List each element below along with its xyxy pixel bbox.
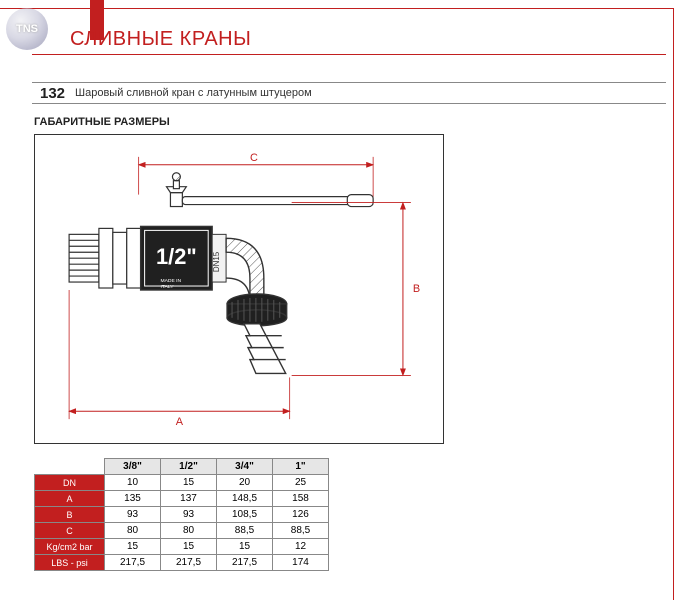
valve-diagram-svg: C 1/2" MADE <box>35 135 443 443</box>
product-description: Шаровый сливной кран с латунным штуцером <box>75 87 312 99</box>
table-header-row: 3/8" 1/2" 3/4" 1" <box>35 459 329 475</box>
cell: 15 <box>217 539 273 555</box>
cell: 80 <box>105 523 161 539</box>
cell: 93 <box>161 507 217 523</box>
title-rule <box>32 54 666 55</box>
svg-text:ITALY: ITALY <box>161 284 175 290</box>
table-row: C 80 80 88,5 88,5 <box>35 523 329 539</box>
cell: 217,5 <box>161 555 217 571</box>
cell: 137 <box>161 491 217 507</box>
table-row: Kg/cm2 bar 15 15 15 12 <box>35 539 329 555</box>
cell: 217,5 <box>105 555 161 571</box>
dimensions-title: ГАБАРИТНЫЕ РАЗМЕРЫ <box>34 116 170 128</box>
col-header: 3/8" <box>105 459 161 475</box>
brand-logo: TNS <box>6 8 48 50</box>
table-row: B 93 93 108,5 126 <box>35 507 329 523</box>
product-number: 132 <box>40 85 65 102</box>
row-header: C <box>35 523 105 539</box>
cell: 12 <box>273 539 329 555</box>
row-header: DN <box>35 475 105 491</box>
table-row: A 135 137 148,5 158 <box>35 491 329 507</box>
dimension-diagram: C 1/2" MADE <box>34 134 444 444</box>
cell: 126 <box>273 507 329 523</box>
cell: 15 <box>161 539 217 555</box>
cell: 158 <box>273 491 329 507</box>
dim-a-label: A <box>176 416 184 428</box>
table-corner-cell <box>35 459 105 475</box>
cell: 25 <box>273 475 329 491</box>
cell: 174 <box>273 555 329 571</box>
cell: 93 <box>105 507 161 523</box>
cell: 108,5 <box>217 507 273 523</box>
cell: 15 <box>105 539 161 555</box>
cell: 20 <box>217 475 273 491</box>
made-in-label: MADE IN <box>161 278 182 284</box>
col-header: 1/2" <box>161 459 217 475</box>
row-header: LBS - psi <box>35 555 105 571</box>
valve-size-label: 1/2" <box>156 244 197 269</box>
table-row: LBS - psi 217,5 217,5 217,5 174 <box>35 555 329 571</box>
cell: 10 <box>105 475 161 491</box>
row-header: B <box>35 507 105 523</box>
cell: 148,5 <box>217 491 273 507</box>
product-header-row: 132 Шаровый сливной кран с латунным штуц… <box>32 82 666 104</box>
cell: 135 <box>105 491 161 507</box>
dimensions-table: 3/8" 1/2" 3/4" 1" DN 10 15 20 25 A 135 1… <box>34 458 329 571</box>
dim-b-label: B <box>413 283 420 295</box>
dim-c-label: C <box>250 152 258 164</box>
row-header: A <box>35 491 105 507</box>
col-header: 1" <box>273 459 329 475</box>
cell: 15 <box>161 475 217 491</box>
cell: 80 <box>161 523 217 539</box>
row-header: Kg/cm2 bar <box>35 539 105 555</box>
cell: 217,5 <box>217 555 273 571</box>
page-title: СЛИВНЫЕ КРАНЫ <box>70 28 251 51</box>
cell: 88,5 <box>217 523 273 539</box>
table-row: DN 10 15 20 25 <box>35 475 329 491</box>
cell: 88,5 <box>273 523 329 539</box>
dn-label: DN15 <box>212 251 221 272</box>
col-header: 3/4" <box>217 459 273 475</box>
